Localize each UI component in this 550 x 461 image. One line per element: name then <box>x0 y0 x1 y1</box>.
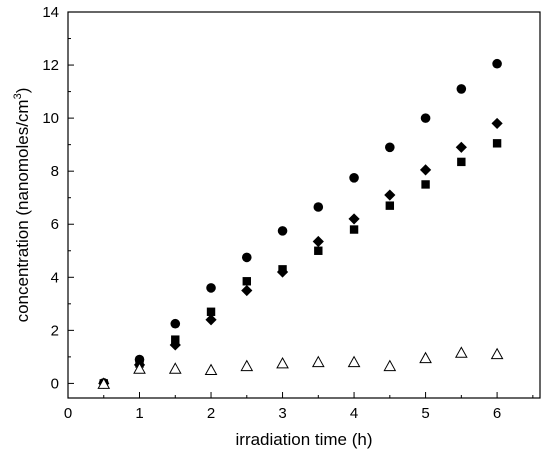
y-tick-label: 14 <box>42 4 59 21</box>
x-axis-title: irradiation time (h) <box>236 430 373 449</box>
circle-marker <box>492 58 502 69</box>
open-triangle-marker <box>168 362 182 374</box>
open-triangle-marker <box>347 355 361 368</box>
y-tick-label: 4 <box>51 269 59 286</box>
y-tick-label: 0 <box>51 375 59 392</box>
circle-marker <box>349 173 359 183</box>
y-axis-title-main: concentration (nanomoles/cm <box>13 99 32 322</box>
y-tick-label: 10 <box>42 110 59 127</box>
open-triangle-marker <box>133 362 146 374</box>
y-axis-title-superscript: 3 <box>12 93 24 99</box>
x-tick-label: 1 <box>135 405 143 422</box>
diamond-marker <box>419 164 432 176</box>
diamond-marker <box>312 235 324 248</box>
diamond-marker <box>455 141 467 153</box>
diamond-marker <box>169 339 181 351</box>
x-tick-label: 6 <box>493 405 501 422</box>
open-triangle-marker <box>490 347 504 360</box>
y-tick-label: 2 <box>51 322 59 339</box>
square-marker <box>206 307 216 316</box>
diamond-marker <box>384 189 396 201</box>
data-points <box>97 58 504 390</box>
circle-marker <box>313 202 324 212</box>
square-marker <box>242 277 251 286</box>
y-tick-label: 6 <box>51 216 59 233</box>
circle-marker <box>277 226 288 236</box>
open-triangle-marker <box>419 351 432 364</box>
square-marker <box>457 157 466 167</box>
axis-ticks <box>67 11 534 398</box>
open-triangle-marker <box>454 346 468 358</box>
y-axis-title: concentration (nanomoles/cm3) <box>12 88 32 323</box>
circle-marker <box>456 84 467 94</box>
y-axis-title-close: ) <box>13 88 32 94</box>
x-tick-label: 0 <box>64 405 72 422</box>
open-triangle-marker <box>240 359 254 372</box>
diamond-marker <box>491 117 503 130</box>
square-marker <box>492 139 502 148</box>
open-triangle-marker <box>204 363 218 376</box>
open-triangle-marker <box>97 377 111 389</box>
open-triangle-marker <box>383 359 397 372</box>
y-tick-label: 8 <box>51 163 59 180</box>
diamond-marker <box>276 266 289 278</box>
x-tick-label: 5 <box>421 405 429 422</box>
x-tick-label: 3 <box>278 405 286 422</box>
x-tick-label: 4 <box>350 405 358 422</box>
diamond-marker <box>205 314 217 326</box>
circle-marker <box>206 283 216 293</box>
plot-frame <box>67 11 541 399</box>
x-tick-label: 2 <box>207 405 215 422</box>
square-marker <box>349 225 359 234</box>
square-marker <box>421 180 430 189</box>
circle-marker <box>420 113 431 123</box>
circle-marker <box>385 142 395 153</box>
circle-marker <box>170 318 181 329</box>
open-triangle-marker <box>276 356 289 369</box>
diamond-marker <box>241 284 253 297</box>
open-triangle-marker <box>311 355 325 368</box>
circle-marker <box>241 252 252 263</box>
y-tick-label: 12 <box>42 57 59 74</box>
square-marker <box>314 246 323 255</box>
square-marker <box>385 201 395 210</box>
diamond-marker <box>348 213 360 225</box>
